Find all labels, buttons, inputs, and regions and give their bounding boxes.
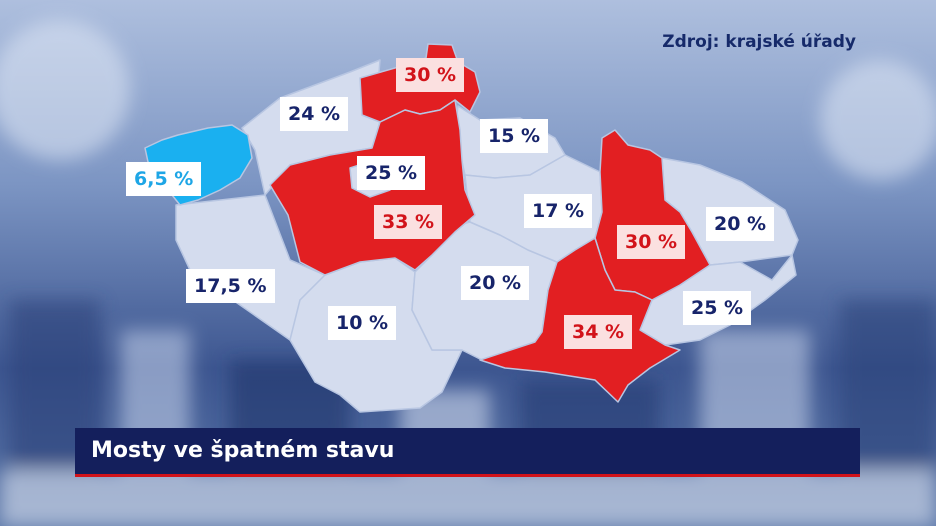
region-label-jihomoravsky: 34 % <box>564 315 633 349</box>
title-banner: Mosty ve špatném stavu <box>75 428 860 474</box>
region-label-plzensky: 17,5 % <box>186 269 275 303</box>
region-label-praha: 25 % <box>357 156 426 190</box>
region-label-kralovehradecky: 15 % <box>480 119 549 153</box>
region-label-ustecky: 24 % <box>280 97 349 131</box>
banner-accent-line <box>75 474 860 477</box>
region-label-moravskoslezsky: 20 % <box>706 207 775 241</box>
region-label-stredocesky: 33 % <box>374 205 443 239</box>
region-label-karlovarsky: 6,5 % <box>126 162 202 196</box>
region-label-jihocesky: 10 % <box>328 306 397 340</box>
source-note: Zdroj: krajské úřady <box>662 32 856 52</box>
region-label-olomoucky: 30 % <box>617 225 686 259</box>
region-label-liberecky: 30 % <box>396 58 465 92</box>
region-label-vysocina: 20 % <box>461 266 530 300</box>
region-label-zlinsky: 25 % <box>683 291 752 325</box>
region-label-pardubicky: 17 % <box>524 194 593 228</box>
